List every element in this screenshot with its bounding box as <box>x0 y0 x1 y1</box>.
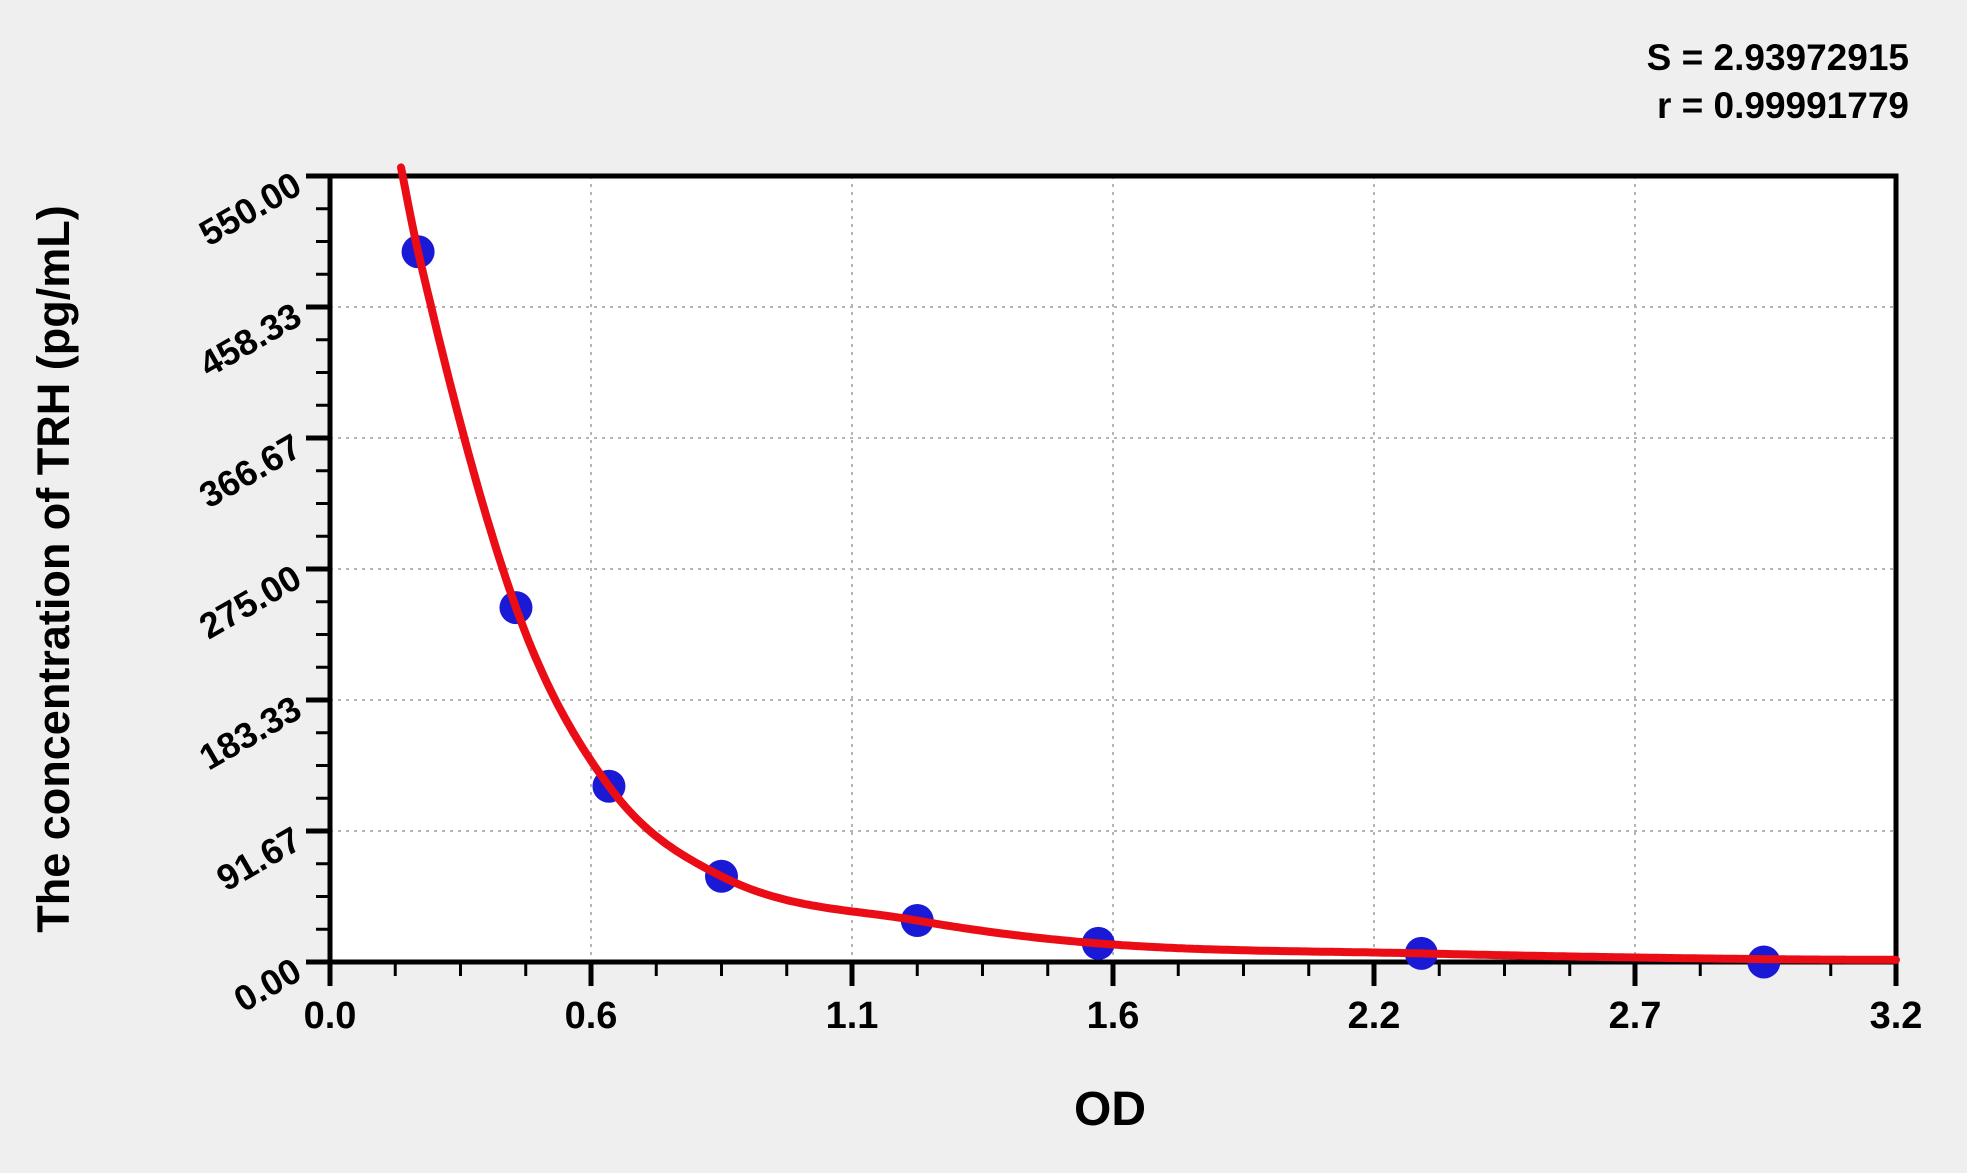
x-tick-label: 0.0 <box>304 995 357 1037</box>
x-tick-label: 3.2 <box>1870 995 1923 1037</box>
fit-stat-r: r = 0.99991779 <box>1656 85 1909 126</box>
x-tick-label: 1.6 <box>1087 995 1140 1037</box>
y-tick-label: 183.33 <box>192 687 308 778</box>
y-axis-title: The concentration of TRH (pg/mL) <box>28 205 79 933</box>
y-tick-label: 275.00 <box>192 556 308 647</box>
y-tick-label: 458.33 <box>192 294 308 385</box>
fit-stat-s: S = 2.93972915 <box>1646 37 1909 78</box>
fit-statistics: S = 2.93972915 r = 0.99991779 <box>1647 34 1909 130</box>
x-tick-label: 2.7 <box>1609 995 1662 1037</box>
x-axis-title: OD <box>1074 1083 1146 1136</box>
y-tick-label: 366.67 <box>192 425 308 516</box>
x-tick-label: 0.6 <box>565 995 618 1037</box>
y-tick-label: 91.67 <box>209 818 308 899</box>
fit-curve <box>397 163 1900 964</box>
y-tick-label: 0.00 <box>227 949 308 1020</box>
y-tick-label: 550.00 <box>192 163 308 254</box>
x-tick-label: 2.2 <box>1348 995 1401 1037</box>
x-tick-label: 1.1 <box>826 995 879 1037</box>
